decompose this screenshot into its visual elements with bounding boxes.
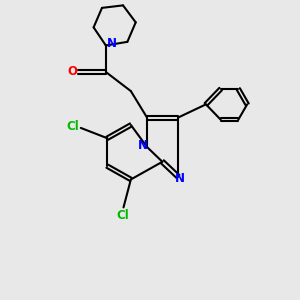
Text: N: N xyxy=(175,172,185,185)
Text: N: N xyxy=(107,37,117,50)
Text: O: O xyxy=(67,65,77,78)
Text: Cl: Cl xyxy=(116,209,129,222)
Text: Cl: Cl xyxy=(66,120,79,133)
Text: N: N xyxy=(138,139,148,152)
